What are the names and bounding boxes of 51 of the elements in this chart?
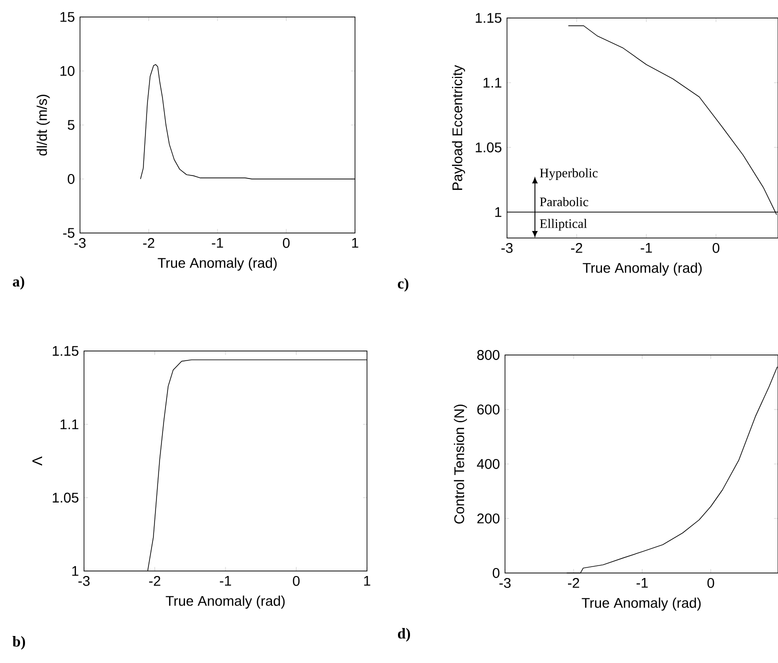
x-tick-label: 0 — [292, 576, 300, 586]
text: c) — [398, 278, 408, 292]
x-tick-label: -2 — [149, 576, 160, 586]
y-tick-label: 10 — [60, 66, 74, 76]
y-axis-title: Control Tension (N) — [454, 404, 467, 524]
x-axis-title: True Anomaly (rad) — [582, 598, 701, 611]
x-tick-label: -1 — [212, 238, 224, 248]
y-tick-label: 1 — [495, 207, 502, 217]
y-tick-label: 600 — [477, 404, 500, 414]
x-tick-label: -1 — [640, 243, 652, 253]
y-tick-label: 15 — [60, 12, 74, 22]
x-tick-label: 0 — [712, 242, 720, 253]
y-tick-label: 0 — [68, 174, 74, 184]
x-tick-label: -2 — [568, 578, 580, 588]
y-tick-label: 200 — [477, 514, 500, 524]
x-tick-label: 1 — [352, 238, 358, 248]
x-tick-label: -2 — [571, 242, 582, 253]
x-tick-label: 1 — [364, 576, 370, 586]
y-tick-label: 1 — [72, 566, 78, 576]
text: a) — [12, 276, 24, 290]
y-tick-label: 800 — [477, 350, 500, 360]
x-tick-label: -3 — [501, 242, 513, 253]
x-axis-title: True Anomaly (rad) — [582, 262, 702, 276]
y-tick-label: 1.15 — [52, 346, 78, 356]
y-tick-label: 5 — [68, 120, 74, 130]
y-tick-label: 1.1 — [60, 420, 78, 430]
x-tick-label: 0 — [282, 238, 290, 248]
x-tick-label: -3 — [78, 576, 90, 586]
y-tick-label: 1.15 — [476, 13, 502, 23]
y-tick-label: 0 — [492, 568, 500, 578]
y-axis-title: dl/dt (m/s) — [36, 94, 50, 156]
x-tick-label: -2 — [143, 238, 154, 248]
annotation: Elliptical — [540, 218, 587, 231]
annotation: Parabolic — [540, 197, 588, 206]
y-tick-label: 1.05 — [52, 492, 78, 503]
x-tick-label: -3 — [74, 238, 86, 248]
x-tick-label: -1 — [220, 576, 232, 586]
text: d) — [398, 628, 410, 642]
x-axis-title: True Anomaly (rad) — [158, 258, 277, 271]
y-tick-label: -5 — [63, 228, 74, 238]
text: b) — [12, 636, 26, 650]
annotation: Hyperbolic — [540, 168, 598, 180]
x-tick-label: 0 — [707, 578, 714, 588]
y-tick-label: 400 — [476, 459, 500, 469]
x-tick-label: -1 — [636, 578, 648, 588]
y-axis-title: Λ — [32, 456, 42, 466]
y-tick-label: 1.05 — [476, 142, 502, 152]
y-axis-title: Payload Eccentricity — [452, 65, 466, 190]
x-tick-label: -3 — [499, 578, 511, 588]
y-tick-label: 1.1 — [484, 78, 502, 88]
x-axis-title: True Anomaly (rad) — [166, 596, 285, 609]
